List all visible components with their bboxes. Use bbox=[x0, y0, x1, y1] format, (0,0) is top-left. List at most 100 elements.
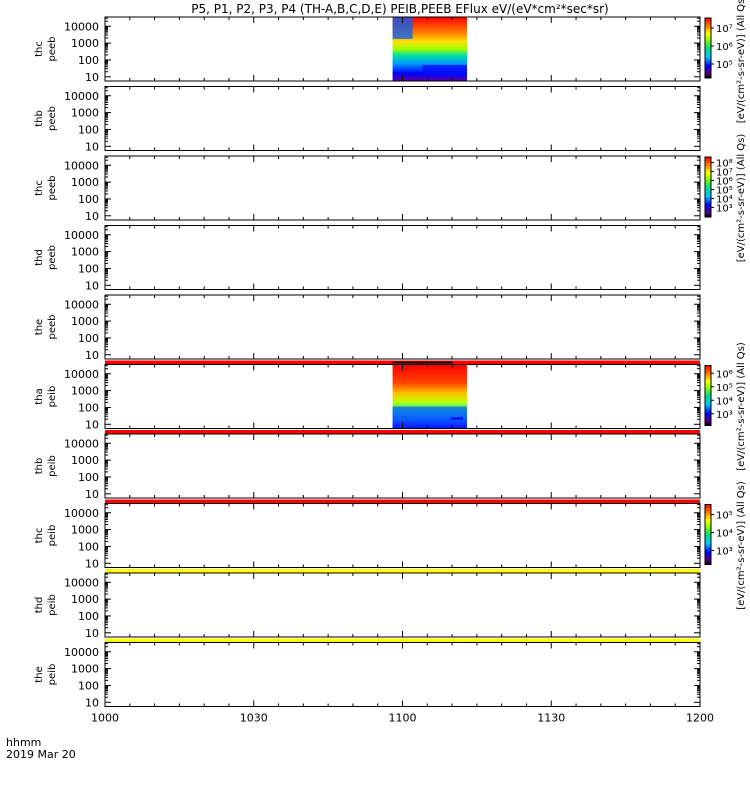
panel-label-product: peib bbox=[47, 594, 58, 616]
y-tick-label: 1000 bbox=[71, 524, 99, 537]
panel-frame bbox=[104, 503, 701, 568]
colorbar-label: 10⁴ bbox=[716, 529, 733, 540]
panel-label-product: peeb bbox=[47, 37, 58, 62]
y-tick-label: 1000 bbox=[71, 315, 99, 328]
panel-label-probe: thd bbox=[34, 597, 45, 614]
y-tick-label: 10000 bbox=[64, 437, 99, 450]
colorbar-label: 10⁴ bbox=[716, 195, 733, 206]
colorbar-label: 10³ bbox=[716, 547, 733, 558]
status-band bbox=[105, 569, 700, 573]
panel-label-product: peeb bbox=[47, 245, 58, 270]
colorbar-label: 10⁷ bbox=[716, 168, 733, 179]
y-tick-label: 10000 bbox=[64, 298, 99, 311]
x-tick-label: 1200 bbox=[686, 712, 714, 725]
x-tick-label: 1000 bbox=[91, 712, 119, 725]
y-tick-label: 100 bbox=[78, 679, 99, 692]
x-header-line-1: hhmm bbox=[6, 736, 41, 749]
panel-label-probe: thc bbox=[34, 180, 45, 196]
y-tick-label: 10 bbox=[85, 279, 99, 292]
panel-label-product: peeb bbox=[47, 106, 58, 131]
colorbar-label: 10³ bbox=[716, 410, 733, 421]
y-tick-label: 100 bbox=[78, 193, 99, 206]
y-tick-label: 1000 bbox=[71, 37, 99, 50]
panel-label-product: peib bbox=[47, 386, 58, 408]
x-axis: 1000 1030 1100 1130 1200 bbox=[91, 712, 714, 725]
spectrogram-noise-band bbox=[392, 406, 467, 429]
status-band bbox=[105, 499, 700, 503]
y-tick-label: 10 bbox=[85, 696, 99, 709]
panel-label-probe: thb bbox=[34, 110, 45, 127]
y-tick-label: 10000 bbox=[64, 368, 99, 381]
y-tick-label: 10000 bbox=[64, 646, 99, 659]
colorbar-units: [eV/(cm²-s-sr-eV)] (All Qs) bbox=[736, 134, 747, 263]
panel-label-probe: thb bbox=[34, 458, 45, 475]
y-tick-label: 10 bbox=[85, 557, 99, 570]
y-tick-label: 100 bbox=[78, 471, 99, 484]
y-tick-label: 1000 bbox=[71, 454, 99, 467]
y-tick-label: 10000 bbox=[64, 159, 99, 172]
colorbar-units: [eV/(cm²-s-sr-eV)] (All Qs) bbox=[736, 0, 747, 123]
panel-4: 10 100 1000 10000 thd peeb bbox=[34, 225, 701, 292]
panel-label-probe: tha bbox=[34, 388, 45, 404]
colorbar-label: 10⁸ bbox=[716, 159, 733, 170]
y-tick-label: 100 bbox=[78, 540, 99, 553]
panel-label-product: peeb bbox=[47, 315, 58, 340]
y-tick-label: 100 bbox=[78, 123, 99, 136]
y-tick-label: 100 bbox=[78, 401, 99, 414]
panel-10: 10 100 1000 10000 the peib bbox=[34, 642, 701, 709]
panel-1: 10 100 1000 10000 thc peeb 10⁵ 10⁶ 10⁷ [eV/(cm²-s… bbox=[34, 0, 747, 123]
colorbar-label: 10³ bbox=[716, 204, 733, 215]
panel-frame bbox=[104, 225, 701, 290]
panel-label-product: peib bbox=[47, 525, 58, 547]
x-tick-label: 1130 bbox=[537, 712, 565, 725]
y-tick-label: 10000 bbox=[64, 229, 99, 242]
spectrogram-low-energy-band bbox=[422, 65, 467, 75]
colorbar-label: 10⁵ bbox=[716, 186, 733, 197]
y-tick-label: 1000 bbox=[71, 385, 99, 398]
y-tick-label: 1000 bbox=[71, 176, 99, 189]
y-tick-label: 1000 bbox=[71, 246, 99, 259]
y-tick-label: 10000 bbox=[64, 576, 99, 589]
panel-2: 10 100 1000 10000 thb peeb bbox=[34, 86, 701, 153]
y-tick-label: 100 bbox=[78, 610, 99, 623]
colorbar-units: [eV/(cm²-s-sr-eV)] (All Qs) bbox=[736, 481, 747, 610]
panel-frame bbox=[104, 572, 701, 638]
colorbar bbox=[704, 365, 712, 426]
colorbar-label: 10⁵ bbox=[716, 60, 733, 71]
y-tick-label: 100 bbox=[78, 54, 99, 67]
colorbar-units: [eV/(cm²-s-sr-eV)] (All Qs) bbox=[736, 342, 747, 471]
y-tick-label: 10 bbox=[85, 488, 99, 501]
panel-8: 10 100 1000 10000 thc peib 10³ 10⁴ 10⁵ [eV/(cm²-s… bbox=[34, 481, 747, 610]
x-tick-label: 1100 bbox=[389, 712, 417, 725]
colorbar-label: 10⁶ bbox=[716, 369, 733, 380]
panel-5: 10 100 1000 10000 the peeb bbox=[34, 294, 701, 364]
status-band bbox=[105, 430, 700, 434]
panel-label-product: peeb bbox=[47, 176, 58, 201]
panel-label-probe: the bbox=[34, 319, 45, 335]
colorbar bbox=[704, 504, 712, 565]
y-tick-label: 10 bbox=[85, 349, 99, 362]
colorbar bbox=[704, 156, 712, 218]
x-tick-label: 1030 bbox=[240, 712, 268, 725]
panel-frame bbox=[104, 155, 701, 221]
panel-frame bbox=[104, 86, 701, 151]
panel-label-probe: thc bbox=[34, 528, 45, 544]
spectrogram-low-energy-patch bbox=[392, 17, 413, 39]
y-tick-label: 10 bbox=[85, 418, 99, 431]
y-tick-label: 10000 bbox=[64, 20, 99, 33]
colorbar-label: 10⁶ bbox=[716, 177, 733, 188]
panel-frame bbox=[104, 433, 701, 499]
panel-label-product: peib bbox=[47, 455, 58, 477]
panel-label-product: peib bbox=[47, 664, 58, 686]
colorbar-label: 10⁶ bbox=[716, 42, 733, 53]
panel-frame bbox=[104, 642, 701, 707]
y-tick-label: 10000 bbox=[64, 90, 99, 103]
panel-label-probe: the bbox=[34, 666, 45, 682]
y-tick-label: 10 bbox=[85, 140, 99, 153]
x-header-line-2: 2019 Mar 20 bbox=[6, 748, 76, 761]
colorbar-label: 10⁵ bbox=[716, 511, 733, 522]
panel-label-probe: thc bbox=[34, 41, 45, 57]
y-tick-label: 10 bbox=[85, 627, 99, 640]
y-tick-label: 1000 bbox=[71, 593, 99, 606]
